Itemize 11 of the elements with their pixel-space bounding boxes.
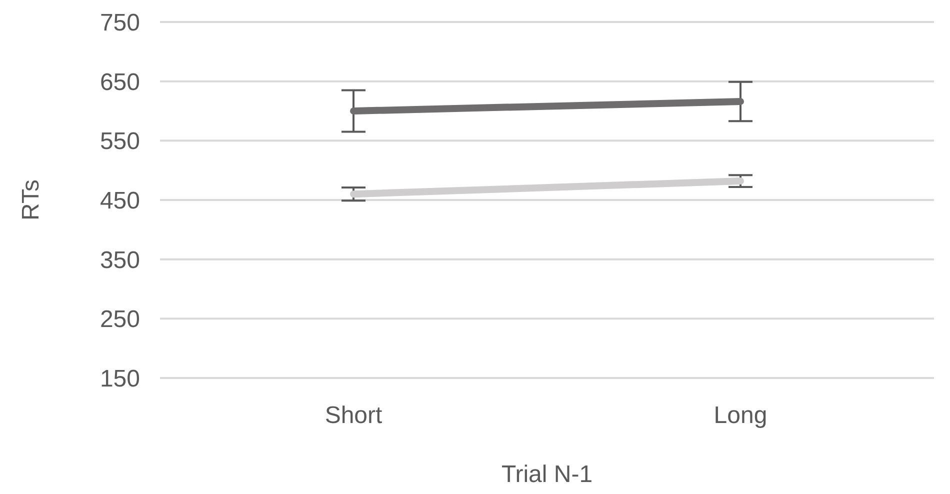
y-tick-label: 550 (100, 128, 140, 156)
y-tick-label: 350 (100, 246, 140, 274)
y-tick-label: 450 (100, 188, 140, 215)
y-tick-label: 750 (100, 10, 140, 37)
y-tick-label: 650 (100, 68, 140, 96)
y-tick-label: 150 (100, 366, 140, 393)
y-tick-label: 250 (100, 306, 140, 334)
y-axis-title: RTs (18, 180, 45, 220)
x-axis-title: Trial N-1 (501, 461, 593, 488)
x-tick-label: Long (714, 402, 768, 430)
x-tick-label: Short (324, 402, 383, 430)
